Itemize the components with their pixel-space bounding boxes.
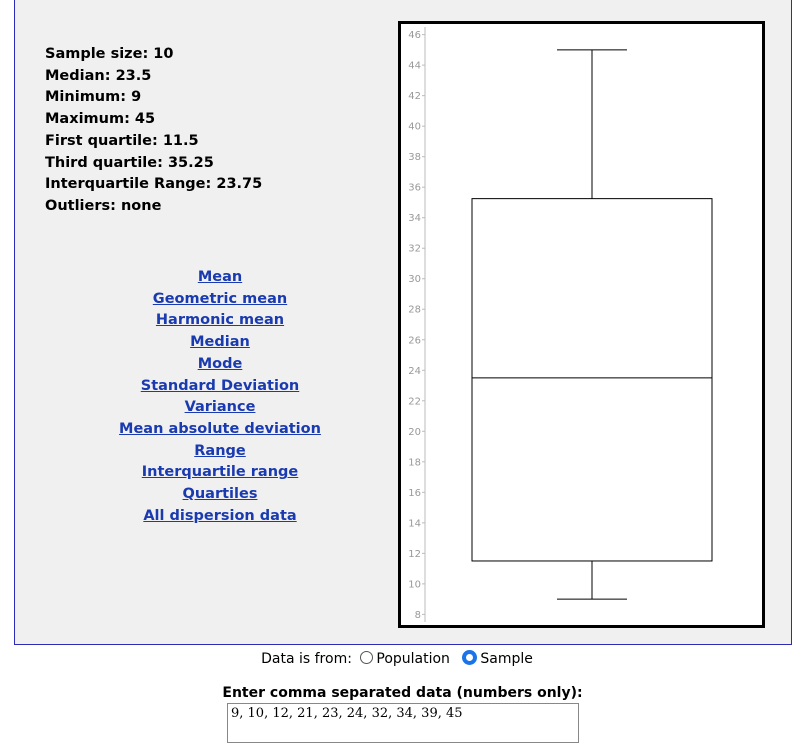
data-source-selector: Data is from: Population Sample	[0, 650, 798, 667]
summary-stats: Sample size: 10 Median: 23.5 Minimum: 9 …	[45, 44, 262, 218]
population-label: Population	[376, 651, 450, 667]
y-tick-label: 30	[408, 274, 421, 285]
calculator-links: Mean Geometric mean Harmonic mean Median…	[105, 267, 335, 527]
y-tick-label: 20	[408, 427, 421, 438]
link-all-dispersion-data[interactable]: All dispersion data	[143, 507, 297, 524]
stat-third-quartile: Third quartile: 35.25	[45, 154, 214, 171]
y-tick-label: 32	[408, 244, 421, 255]
link-harmonic-mean[interactable]: Harmonic mean	[155, 312, 285, 329]
stat-maximum: Maximum: 45	[45, 111, 156, 128]
link-quartiles[interactable]: Quartiles	[182, 486, 258, 503]
population-option[interactable]: Population	[360, 651, 454, 667]
stat-first-quartile: First quartile: 11.5	[45, 132, 199, 149]
sample-radio[interactable]	[462, 650, 478, 665]
stat-minimum: Minimum: 9	[45, 89, 142, 106]
y-tick-label: 18	[408, 457, 421, 468]
link-variance[interactable]: Variance	[184, 399, 256, 416]
y-tick-label: 40	[408, 122, 421, 133]
y-tick-label: 44	[408, 61, 421, 72]
iqr-box	[471, 198, 713, 562]
link-mode[interactable]: Mode	[197, 355, 243, 372]
y-tick-label: 26	[408, 335, 421, 346]
sample-label: Sample	[480, 651, 533, 667]
y-tick-label: 38	[408, 152, 421, 163]
box-plot: 8 10 12 14 16 18 20 22 24 26 28 30 32 34 36 38 40 42 44 46	[398, 21, 765, 628]
link-standard-deviation[interactable]: Standard Deviation	[140, 377, 300, 394]
box-plot-svg: 8 10 12 14 16 18 20 22 24 26 28 30 32 34 36 38 40 42 44 46	[408, 27, 713, 622]
data-entry-label: Enter comma separated data (numbers only…	[222, 685, 583, 701]
y-tick-label: 14	[408, 518, 421, 529]
y-tick-label: 42	[408, 91, 421, 102]
data-source-label: Data is from:	[261, 651, 352, 667]
y-tick-label: 8	[415, 610, 421, 621]
y-tick-label: 34	[408, 213, 421, 224]
stat-iqr: Interquartile Range: 23.75	[45, 176, 263, 193]
results-panel: Sample size: 10 Median: 23.5 Minimum: 9 …	[14, 0, 792, 645]
y-tick-label: 46	[408, 30, 421, 41]
stat-sample-size: Sample size: 10	[45, 46, 174, 62]
y-tick-label: 36	[408, 183, 421, 194]
link-median[interactable]: Median	[190, 334, 250, 351]
y-tick-label: 10	[408, 579, 421, 590]
y-tick-label: 28	[408, 305, 421, 316]
stat-outliers: Outliers: none	[45, 197, 162, 214]
link-interquartile-range[interactable]: Interquartile range	[141, 464, 299, 481]
link-geometric-mean[interactable]: Geometric mean	[152, 290, 288, 307]
y-tick-label: 12	[408, 549, 421, 560]
data-entry-textarea[interactable]: 9, 10, 12, 21, 23, 24, 32, 34, 39, 45	[227, 703, 579, 743]
link-mean[interactable]: Mean	[197, 269, 243, 285]
link-mean-absolute-deviation[interactable]: Mean absolute deviation	[119, 420, 321, 437]
stat-median: Median: 23.5	[45, 67, 152, 84]
y-tick-label: 24	[408, 366, 421, 377]
link-range[interactable]: Range	[194, 442, 246, 459]
population-radio[interactable]	[360, 651, 374, 664]
sample-option[interactable]: Sample	[462, 650, 533, 667]
y-tick-label: 22	[408, 396, 421, 407]
y-tick-label: 16	[408, 488, 421, 499]
